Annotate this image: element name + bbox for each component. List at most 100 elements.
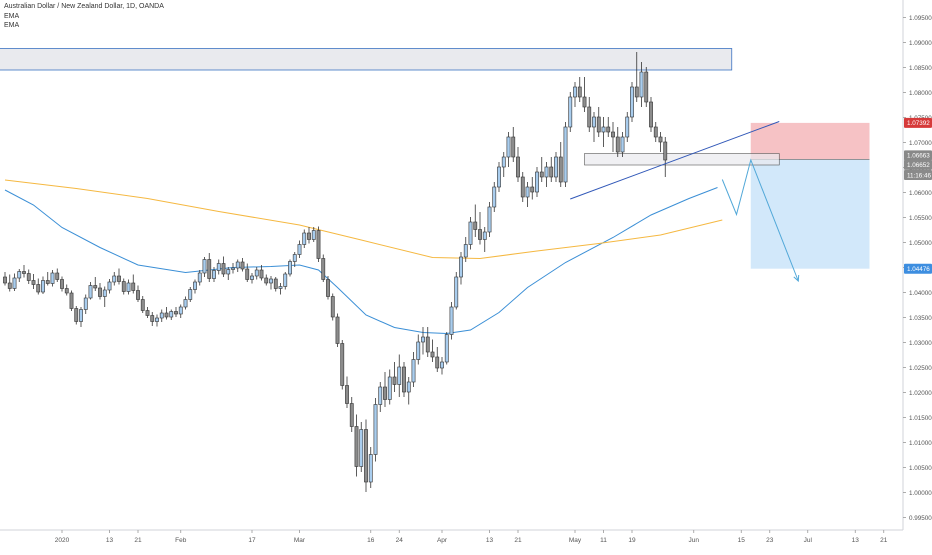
- indicator-label-ema-2[interactable]: EMA: [4, 22, 20, 29]
- candle-down: [520, 176, 525, 198]
- ema-layer: [4, 179, 723, 335]
- x-tick-label: 15: [738, 537, 746, 544]
- candle-up: [449, 306, 454, 335]
- candle-down: [644, 71, 649, 103]
- candle-up: [83, 297, 88, 310]
- x-tick-label: 21: [134, 537, 142, 544]
- candle-up: [159, 312, 164, 319]
- candle-up: [368, 454, 373, 483]
- candle-up: [544, 166, 549, 178]
- candle-up: [297, 244, 302, 255]
- candle-up: [463, 244, 468, 258]
- candle-up: [468, 221, 473, 245]
- candle-up: [444, 334, 449, 363]
- candle-down: [307, 232, 311, 240]
- candle-up: [88, 285, 93, 299]
- ema-line-fast: [4, 187, 718, 335]
- candle-up: [416, 341, 421, 360]
- candle-down: [649, 101, 653, 128]
- candle-up: [183, 299, 188, 308]
- y-tick-label: 1.00000: [909, 490, 932, 497]
- support-zone: [584, 153, 780, 166]
- candle-up: [630, 86, 634, 118]
- candle-down: [364, 429, 368, 483]
- candle-down: [74, 308, 79, 322]
- candle-down: [435, 356, 440, 369]
- candle-up: [506, 136, 511, 158]
- x-tick-label: 16: [367, 537, 375, 544]
- candle-up: [278, 286, 283, 289]
- candle-up: [188, 289, 193, 300]
- candle-down: [478, 229, 482, 240]
- y-tick-label: 1.00500: [909, 465, 932, 472]
- candle-down: [326, 279, 330, 297]
- candle-down: [349, 403, 354, 427]
- price-label-countdown: 11:16:46: [907, 172, 932, 179]
- take-profit-zone: [750, 159, 870, 269]
- candle-down: [31, 280, 36, 285]
- candle-down: [330, 296, 335, 318]
- candle-down: [577, 86, 582, 98]
- candle-up: [288, 261, 292, 275]
- drawings-back-layer: [0, 48, 870, 269]
- candle-down: [402, 366, 406, 393]
- candle-down: [511, 136, 516, 158]
- candle-down: [587, 106, 592, 128]
- candle-up: [535, 171, 539, 193]
- trendline: [570, 121, 780, 200]
- x-tick-label: 19: [628, 537, 636, 544]
- candle-down: [55, 272, 60, 280]
- candle-down: [473, 221, 478, 230]
- candle-down: [273, 278, 278, 289]
- candle-up: [202, 259, 207, 274]
- y-tick-label: 1.05000: [909, 240, 932, 247]
- x-tick-label: Feb: [175, 537, 187, 544]
- candle-down: [264, 277, 269, 284]
- candle-down: [425, 336, 430, 353]
- candle-down: [340, 343, 345, 386]
- candle-down: [658, 136, 663, 143]
- candle-up: [573, 86, 577, 98]
- candle-up: [311, 230, 316, 240]
- y-tick-label: 1.02500: [909, 365, 932, 372]
- candle-up: [373, 404, 378, 455]
- candle-down: [164, 312, 169, 318]
- candle-down: [207, 259, 212, 279]
- candle-up: [421, 336, 425, 343]
- candle-down: [582, 96, 587, 108]
- candle-up: [107, 281, 112, 291]
- candle-down: [558, 156, 563, 183]
- price-label-bg-countdown: [904, 170, 932, 180]
- x-tick-label: Jun: [689, 537, 700, 544]
- y-tick-label: 1.09500: [909, 15, 932, 22]
- candle-up: [601, 126, 606, 133]
- price-label-last-price: 1.06652: [907, 162, 930, 169]
- candle-down: [45, 280, 50, 284]
- projection-arrowhead: [793, 274, 800, 283]
- candle-down: [240, 261, 245, 270]
- y-tick-label: 0.99500: [909, 515, 932, 522]
- candle-down: [615, 136, 620, 153]
- candle-up: [497, 166, 501, 188]
- candle-down: [516, 156, 520, 178]
- x-tick-label: 11: [600, 537, 607, 544]
- candle-up: [563, 126, 568, 183]
- indicator-label-ema-1[interactable]: EMA: [4, 12, 20, 20]
- candle-up: [226, 269, 231, 275]
- x-tick-label: 13: [106, 537, 114, 544]
- candle-up: [525, 186, 530, 198]
- candle-up: [283, 273, 288, 287]
- candle-up: [269, 278, 273, 284]
- price-label-target: 1.04476: [907, 266, 930, 273]
- price-label-stop: 1.07392: [907, 120, 930, 127]
- candle-down: [653, 126, 658, 138]
- candle-up: [302, 232, 307, 245]
- candle-down: [131, 282, 136, 291]
- symbol-title[interactable]: Australian Dollar / New Zealand Dollar, …: [4, 3, 164, 10]
- y-tick-label: 1.01000: [909, 440, 932, 447]
- candle-up: [155, 317, 159, 322]
- y-tick-label: 1.05500: [909, 215, 932, 222]
